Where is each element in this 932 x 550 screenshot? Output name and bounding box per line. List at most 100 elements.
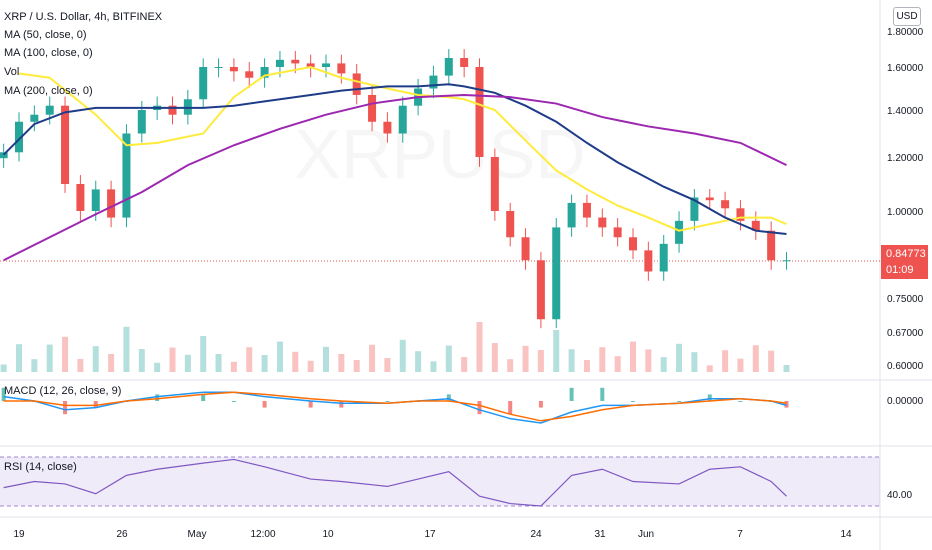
time-axis-tick: 24 <box>530 529 542 540</box>
time-axis-tick: May <box>188 529 207 540</box>
price-axis-tick: 1.80000 <box>887 27 924 38</box>
candle-body <box>107 189 116 218</box>
volume-bars <box>0 322 790 372</box>
macd-histogram-bar <box>508 401 513 415</box>
macd-histogram-bar <box>1 387 6 401</box>
candle-body <box>552 227 561 320</box>
macd-histogram-bar <box>201 394 206 401</box>
time-axis-tick: 12:00 <box>250 529 275 540</box>
candle-body <box>475 67 484 157</box>
candle-body <box>705 197 714 201</box>
volume-bar <box>399 339 406 372</box>
macd-histogram-bar <box>155 394 160 401</box>
candle-body <box>782 260 791 262</box>
price-axis-tick: 1.60000 <box>887 63 924 74</box>
candle-body <box>721 200 730 209</box>
macd-histogram-bar <box>308 401 313 408</box>
candle-body <box>91 189 100 211</box>
candle-body <box>675 220 684 244</box>
macd-histogram-bar <box>707 394 712 401</box>
volume-bar <box>200 336 207 372</box>
volume-bar <box>169 347 176 372</box>
ma50-legend[interactable]: MA (50, close, 0) <box>4 29 87 41</box>
volume-bar <box>123 326 130 372</box>
rsi-plot <box>3 458 787 507</box>
candle-body <box>122 133 131 218</box>
currency-button[interactable]: USD <box>893 7 921 26</box>
candle-body <box>352 73 361 95</box>
rsi-legend[interactable]: RSI (14, close) <box>4 461 77 473</box>
candle-body <box>291 59 300 64</box>
macd-histogram-bar <box>538 401 543 408</box>
volume-bar <box>752 345 759 372</box>
volume-bar <box>491 343 498 372</box>
candle-body <box>229 67 238 72</box>
volume-bar <box>338 354 345 372</box>
ma50-line <box>18 65 787 232</box>
candle-body <box>30 114 39 122</box>
candle-body <box>690 197 699 221</box>
candle-body <box>444 58 453 76</box>
volume-bar <box>261 355 268 372</box>
macd-histogram-bar <box>677 401 682 402</box>
volume-bar <box>676 343 683 372</box>
volume-bar <box>461 357 468 372</box>
price-axis-tick: 1.20000 <box>887 153 924 164</box>
volume-bar <box>476 322 483 372</box>
time-axis-tick: 31 <box>594 529 606 540</box>
volume-bar <box>292 351 299 372</box>
candle-body <box>61 105 70 184</box>
volume-bar <box>768 350 775 372</box>
bar-countdown: 01:09 <box>886 264 914 276</box>
volume-bar <box>537 350 544 372</box>
volume-bar <box>307 360 314 372</box>
candle-body <box>368 94 377 122</box>
rsi-axis-tick: 40.00 <box>887 490 912 501</box>
candle-body <box>214 67 223 68</box>
ma100-legend[interactable]: MA (100, close, 0) <box>4 47 93 59</box>
candle-body <box>45 105 54 115</box>
volume-bar <box>108 354 115 372</box>
volume-bar <box>369 344 376 372</box>
volume-bar <box>445 345 452 372</box>
volume-bar <box>46 344 53 372</box>
volume-bar <box>31 359 38 372</box>
symbol-watermark: XRPUSD <box>294 115 586 193</box>
candle-body <box>490 157 499 211</box>
signal-line <box>3 391 787 422</box>
candle-body <box>168 105 177 115</box>
macd-histogram-bar <box>63 401 68 415</box>
candle-body <box>767 230 776 261</box>
time-axis-tick: 19 <box>13 529 25 540</box>
vol-legend[interactable]: Vol <box>4 66 20 78</box>
macd-legend[interactable]: MACD (12, 26, close, 9) <box>4 385 122 397</box>
time-axis-tick: 10 <box>322 529 334 540</box>
rsi-line <box>3 458 787 507</box>
volume-bar <box>415 351 422 372</box>
macd-histogram-bar <box>477 401 482 415</box>
candle-body <box>613 227 622 238</box>
macd-histogram-bar <box>569 387 574 401</box>
candle-body <box>429 75 438 89</box>
price-axis-tick: 0.60000 <box>887 361 924 372</box>
ma100-line <box>2 83 787 235</box>
time-axis-tick: Jun <box>638 529 654 540</box>
volume-bar <box>184 354 191 372</box>
candlesticks <box>0 49 791 329</box>
price-axis-tick: 0.67000 <box>887 328 924 339</box>
volume-bar <box>645 349 652 372</box>
candle-body <box>521 237 530 261</box>
candle-body <box>736 208 745 221</box>
volume-bar <box>614 356 621 372</box>
symbol-title[interactable]: XRP / U.S. Dollar, 4h, BITFINEX <box>4 11 163 23</box>
volume-bar <box>430 361 437 372</box>
time-axis-tick: 26 <box>116 529 128 540</box>
candle-body <box>751 220 760 231</box>
volume-bar <box>722 350 729 372</box>
volume-bar <box>0 364 7 372</box>
volume-bar <box>384 358 391 372</box>
volume-bar <box>323 346 329 372</box>
ma200-legend[interactable]: MA (200, close, 0) <box>4 85 93 97</box>
candle-body <box>582 202 591 218</box>
